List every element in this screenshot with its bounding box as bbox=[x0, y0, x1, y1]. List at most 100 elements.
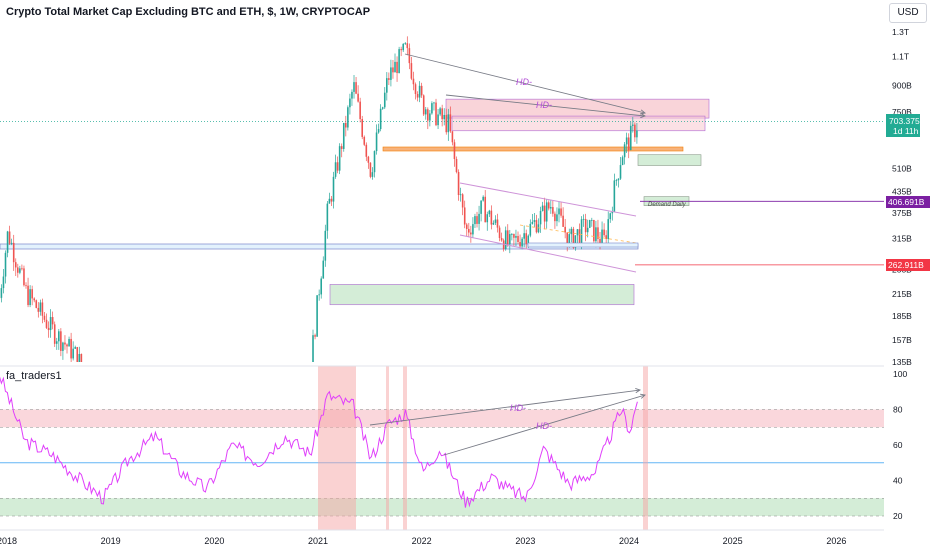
candle-body bbox=[576, 229, 579, 236]
candle-body bbox=[453, 142, 456, 160]
candle-body bbox=[580, 219, 583, 243]
candle-body bbox=[541, 205, 544, 211]
candle-body bbox=[21, 268, 23, 270]
candle-body bbox=[574, 235, 577, 248]
candle-body bbox=[324, 230, 327, 261]
drawings-layer bbox=[369, 53, 647, 456]
price-tick-label: 157B bbox=[892, 335, 912, 345]
candle-body bbox=[2, 276, 5, 289]
candle-body bbox=[398, 49, 400, 74]
candle-body bbox=[404, 43, 407, 45]
candle-body bbox=[609, 213, 612, 220]
candle-body bbox=[19, 268, 21, 273]
price-axis: 1.3T1.1T900B750B650B510B435B375B315B255B… bbox=[892, 27, 912, 367]
candle-body bbox=[357, 93, 359, 102]
candle-body bbox=[369, 162, 372, 177]
candle-body bbox=[584, 218, 587, 233]
candle-body bbox=[14, 262, 17, 268]
divergence-arrow-oscillator-head bbox=[640, 393, 646, 399]
candle-body bbox=[400, 49, 402, 51]
oscillator-tick-label: 40 bbox=[893, 476, 903, 486]
candle-body bbox=[68, 338, 70, 347]
candle-body bbox=[586, 227, 589, 233]
candle-body bbox=[437, 114, 439, 126]
demand-label: Demand Daily bbox=[648, 202, 687, 208]
currency-button[interactable]: USD bbox=[889, 3, 927, 23]
candle-body bbox=[424, 109, 427, 115]
candle-body bbox=[484, 196, 487, 223]
candle-body bbox=[627, 137, 630, 151]
divergence-arrow-price bbox=[404, 53, 646, 114]
hd-label-1: HD- bbox=[516, 77, 532, 87]
candle-body bbox=[80, 353, 83, 362]
low-level-badge: 262.911B bbox=[886, 259, 930, 271]
candle-body bbox=[517, 235, 519, 242]
candle-body bbox=[4, 252, 7, 277]
divergence-arrow-oscillator bbox=[369, 389, 641, 426]
time-tick-label: 2025 bbox=[723, 536, 743, 546]
candle-body bbox=[33, 298, 36, 301]
candle-body bbox=[381, 107, 384, 109]
candle-body bbox=[10, 242, 13, 244]
candle-body bbox=[445, 114, 448, 133]
candle-body bbox=[558, 208, 560, 215]
hd-label-2: HD- bbox=[536, 100, 552, 110]
candle-body bbox=[564, 226, 566, 233]
candle-body bbox=[607, 219, 610, 239]
current-price-badge: 703.375B 1d 11h bbox=[886, 114, 926, 137]
candle-body bbox=[17, 267, 19, 273]
candle-body bbox=[533, 220, 536, 222]
candle-body bbox=[619, 165, 622, 179]
candle-body bbox=[402, 43, 405, 51]
candle-body bbox=[76, 347, 79, 362]
candle-body bbox=[509, 234, 511, 245]
oscillator-background bbox=[0, 366, 884, 530]
candle-body bbox=[392, 67, 394, 73]
candle-body bbox=[326, 203, 329, 231]
candle-body bbox=[12, 242, 15, 263]
candle-body bbox=[23, 268, 25, 286]
candle-body bbox=[53, 324, 56, 344]
candle-body bbox=[636, 130, 638, 138]
support-zone bbox=[329, 284, 635, 306]
candle-body bbox=[492, 222, 495, 225]
candle-body bbox=[588, 220, 591, 228]
candle-body bbox=[60, 331, 62, 351]
candle-body bbox=[322, 260, 325, 279]
candle-body bbox=[531, 221, 534, 224]
candle-body bbox=[8, 231, 11, 244]
candle-body bbox=[427, 109, 429, 121]
candle-body bbox=[488, 210, 491, 215]
candle-body bbox=[615, 180, 618, 182]
candle-body bbox=[611, 211, 614, 214]
oscillator-tick-label: 20 bbox=[893, 511, 903, 521]
candle-body bbox=[568, 234, 571, 247]
candle-body bbox=[351, 91, 353, 99]
candle-body bbox=[443, 114, 446, 120]
candle-body bbox=[523, 233, 525, 239]
price-tick-label: 1.3T bbox=[892, 27, 909, 37]
range-box-small bbox=[527, 242, 639, 248]
candle-body bbox=[431, 103, 433, 114]
candle-body bbox=[320, 278, 323, 295]
candle-body bbox=[476, 216, 478, 224]
candle-body bbox=[435, 102, 437, 126]
candle-body bbox=[457, 171, 460, 195]
candle-body bbox=[0, 288, 3, 298]
candle-body bbox=[634, 124, 636, 138]
candle-body bbox=[429, 113, 431, 121]
oscillator-tick-label: 100 bbox=[893, 369, 907, 379]
candle-body bbox=[367, 156, 370, 163]
time-tick-label: 2018 bbox=[0, 536, 17, 546]
candle-body bbox=[632, 124, 634, 126]
candle-body bbox=[74, 347, 77, 349]
candle-body bbox=[334, 162, 337, 177]
candle-body bbox=[552, 207, 554, 214]
candle-body bbox=[414, 84, 417, 94]
candle-body bbox=[566, 232, 569, 247]
candle-body bbox=[599, 238, 601, 243]
candle-body bbox=[43, 315, 46, 320]
current-price-text: 703.375B bbox=[889, 116, 926, 126]
price-tick-label: 750B bbox=[892, 107, 912, 117]
